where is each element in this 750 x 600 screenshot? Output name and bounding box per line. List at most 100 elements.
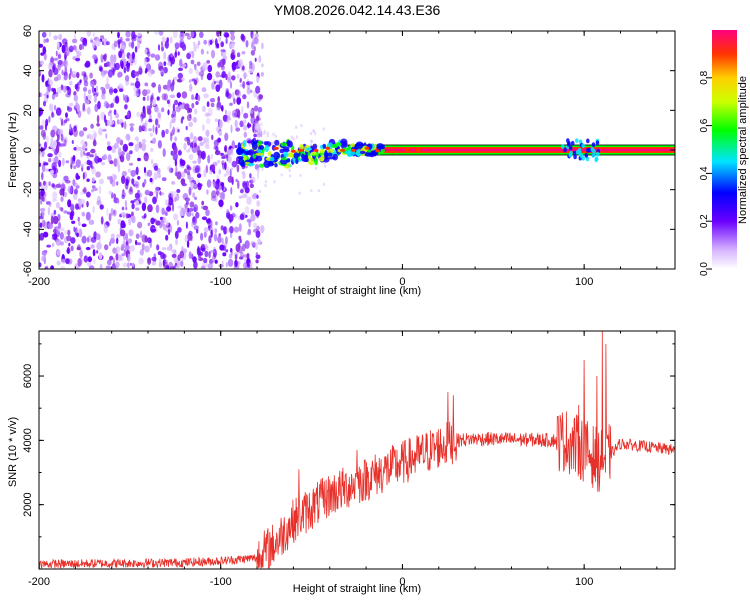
noise-speckle xyxy=(71,140,74,144)
noise-speckle xyxy=(84,100,90,105)
noise-speckle xyxy=(155,204,160,214)
noise-speckle xyxy=(168,165,172,174)
signal-band-peak xyxy=(348,148,675,152)
x-tick-label: -200 xyxy=(28,276,50,288)
noise-speckle xyxy=(220,51,223,57)
noise-speckle xyxy=(176,189,181,193)
noise-speckle xyxy=(211,134,214,140)
noise-speckle xyxy=(166,206,172,212)
noise-speckle xyxy=(177,205,183,209)
noise-speckle xyxy=(90,236,97,243)
noise-speckle xyxy=(250,49,256,56)
noise-speckle xyxy=(255,259,259,264)
noise-speckle xyxy=(41,74,45,83)
noise-speckle xyxy=(251,41,255,50)
noise-speckle xyxy=(162,223,167,231)
noise-speckle xyxy=(191,94,195,101)
noise-speckle xyxy=(126,63,130,72)
noise-speckle xyxy=(152,196,157,205)
noise-speckle xyxy=(205,209,210,217)
noise-speckle xyxy=(57,60,63,65)
noise-speckle xyxy=(136,242,142,246)
noise-speckle xyxy=(144,245,150,253)
noise-speckle xyxy=(228,214,234,223)
noise-speckle xyxy=(135,168,139,174)
noise-speckle xyxy=(233,97,236,105)
noise-speckle xyxy=(43,52,47,61)
noise-speckle xyxy=(174,41,180,49)
signal-blob xyxy=(573,154,577,160)
noise-speckle xyxy=(216,187,219,197)
noise-speckle xyxy=(105,83,110,90)
noise-speckle xyxy=(203,93,209,99)
noise-speckle xyxy=(312,129,315,133)
noise-speckle xyxy=(236,89,242,99)
noise-speckle xyxy=(258,94,264,100)
noise-speckle xyxy=(188,230,193,236)
noise-speckle xyxy=(50,142,53,149)
noise-speckle xyxy=(165,221,169,226)
noise-speckle xyxy=(172,31,178,39)
noise-speckle xyxy=(86,200,89,208)
signal-blob xyxy=(305,147,312,151)
noise-speckle xyxy=(76,232,79,238)
noise-speckle xyxy=(135,200,140,206)
colorbar-gradient xyxy=(712,30,737,269)
noise-speckle xyxy=(231,49,235,55)
noise-speckle xyxy=(167,61,171,66)
noise-speckle xyxy=(119,229,126,237)
noise-speckle xyxy=(147,69,153,77)
noise-speckle xyxy=(188,186,192,196)
noise-speckle xyxy=(235,202,239,208)
signal-blob xyxy=(274,139,280,146)
noise-speckle xyxy=(249,262,253,266)
noise-speckle xyxy=(138,125,143,133)
noise-speckle xyxy=(228,253,233,259)
noise-speckle xyxy=(41,119,47,127)
noise-speckle xyxy=(156,244,160,251)
noise-speckle xyxy=(237,261,240,269)
noise-speckle xyxy=(103,62,108,68)
noise-speckle xyxy=(56,86,63,94)
noise-speckle xyxy=(140,230,143,239)
noise-speckle xyxy=(113,54,117,63)
noise-speckle xyxy=(100,59,104,63)
noise-speckle xyxy=(58,33,63,41)
noise-speckle xyxy=(92,140,97,147)
noise-speckle xyxy=(192,117,197,122)
noise-speckle xyxy=(171,253,177,258)
noise-speckle xyxy=(80,149,83,158)
noise-speckle xyxy=(76,175,81,180)
noise-speckle xyxy=(39,143,42,147)
noise-speckle xyxy=(56,74,62,81)
noise-speckle xyxy=(186,136,190,141)
noise-speckle xyxy=(90,123,94,129)
noise-speckle xyxy=(211,49,215,59)
noise-speckle xyxy=(113,142,119,149)
noise-speckle xyxy=(189,201,195,208)
noise-speckle xyxy=(322,182,326,186)
noise-speckle xyxy=(129,123,135,127)
noise-speckle xyxy=(261,167,264,171)
noise-speckle xyxy=(231,61,237,71)
noise-speckle xyxy=(241,105,244,115)
noise-speckle xyxy=(249,173,252,179)
noise-speckle xyxy=(109,112,113,122)
noise-speckle xyxy=(143,166,147,174)
noise-speckle xyxy=(226,149,232,156)
y-tick-label: 60 xyxy=(22,25,34,37)
noise-speckle xyxy=(45,181,48,191)
noise-speckle xyxy=(147,257,152,265)
noise-speckle xyxy=(242,81,246,89)
noise-speckle xyxy=(43,162,49,166)
noise-speckle xyxy=(174,159,178,167)
noise-speckle xyxy=(113,193,116,200)
noise-speckle xyxy=(117,147,122,157)
noise-speckle xyxy=(210,153,214,160)
noise-speckle xyxy=(52,67,59,76)
noise-speckle xyxy=(128,229,134,237)
snr-axes: -200 -100 0 100 2000 4000 6000 xyxy=(22,331,675,588)
noise-speckle xyxy=(92,187,98,192)
noise-speckle xyxy=(256,76,260,84)
noise-speckle xyxy=(193,136,198,145)
